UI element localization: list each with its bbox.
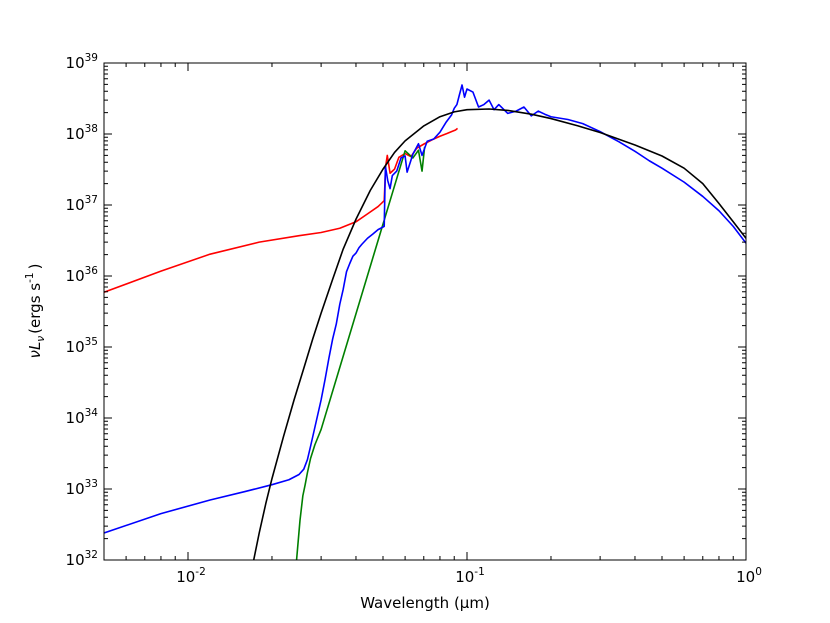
y-tick-label-7: 1039 [66, 52, 98, 72]
x-tick-label-2: 100 [736, 566, 762, 586]
ticks-layer [103, 62, 747, 561]
series-line-2 [104, 84, 746, 534]
plot-frame [103, 62, 747, 561]
series-line-1 [295, 146, 426, 560]
series-line-3 [252, 108, 746, 560]
y-tick-label-6: 1038 [66, 123, 98, 143]
y-tick-label-3: 1035 [66, 336, 98, 356]
x-tick-label-0: 10-2 [176, 566, 206, 586]
y-tick-label-1: 1033 [66, 478, 98, 498]
series-line-0 [104, 127, 459, 294]
y-axis-label: νLν(ergs s-1) [24, 264, 47, 359]
tick-labels-layer: 10-2 10-1 100 1032 1033 1034 1035 1036 1037 1038 1… [66, 52, 762, 586]
plot-area-group [103, 62, 747, 561]
series-layer [104, 84, 746, 560]
y-tick-label-0: 1032 [66, 549, 98, 569]
y-tick-label-5: 1037 [66, 194, 98, 214]
y-tick-label-4: 1036 [66, 265, 99, 285]
x-axis-label: Wavelength (μm) [360, 594, 490, 612]
y-tick-label-2: 1034 [66, 407, 99, 427]
x-tick-label-1: 10-1 [455, 566, 485, 586]
